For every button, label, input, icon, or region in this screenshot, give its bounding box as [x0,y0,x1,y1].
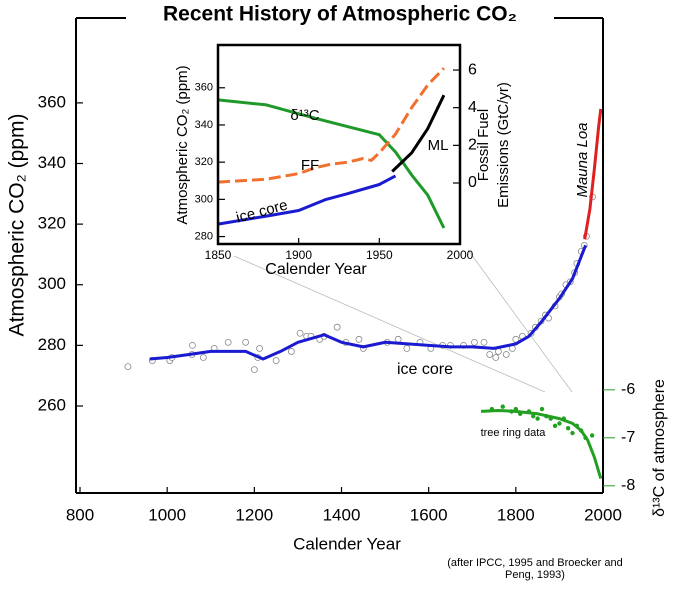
data-point [492,354,500,361]
series-line [391,94,446,173]
series-label: Mauna Loa [574,122,591,197]
y2-tick-label: 2 [468,137,477,154]
data-point [287,348,295,355]
x-tick-label: 2000 [447,248,474,262]
y-tick-label: 260 [38,395,66,414]
x-tick-label: 1000 [148,505,186,524]
y2-axis-label: Fossil Fuel [475,109,492,182]
series-line [217,174,397,226]
series-line [480,409,603,480]
data-point [589,433,595,438]
data-point [539,406,545,412]
data-point [272,357,280,364]
data-point [224,338,232,346]
series-line [583,108,603,240]
y-tick-label: 300 [195,193,213,205]
y-axis-label: Atmospheric CO₂ (ppm) [174,65,191,224]
data-point [557,421,562,426]
x-tick-label: 1800 [497,505,535,524]
source-note: Peng, 1993) [505,569,565,581]
y-tick-label: 360 [195,82,213,94]
series-label: δ¹³C [290,107,319,124]
y-tick-label: 340 [195,119,213,131]
title-background [126,2,554,32]
data-point [486,351,494,358]
y2-axis-label: Emissions (GtC/yr) [495,82,512,208]
series-label: ML [428,137,449,154]
y-tick-label: 280 [38,335,66,354]
x-axis-label: Calender Year [293,534,401,553]
y-tick-label: 320 [195,156,213,168]
data-point [502,351,510,358]
data-point [250,366,258,374]
zoom-line [467,249,573,393]
y-axis-label: Atmospheric CO₂ (ppm) [6,114,29,337]
series-label: FF [301,157,319,174]
data-point [480,338,488,346]
data-point [500,404,505,409]
data-point [570,430,575,436]
x-tick-label: 1600 [410,505,448,524]
source-note: (after IPCC, 1995 and Broecker and [447,557,622,569]
y2-tick-label: 0 [468,174,477,191]
data-point [394,335,402,343]
chart-title: Recent History of Atmospheric CO₂ [163,3,517,26]
y-tick-label: 320 [38,214,66,233]
x-tick-label: 1950 [366,248,393,262]
data-point [242,338,250,346]
x-tick-label: 1400 [323,505,361,524]
x-tick-label: 1900 [285,248,312,262]
data-point [535,416,540,421]
x-tick-label: 800 [66,505,94,524]
data-point [403,345,411,352]
inset-frame [216,43,462,246]
x-tick-label: 1200 [235,505,273,524]
x-tick-label: 2000 [584,505,622,524]
zoom-line [233,255,546,393]
data-point [124,363,132,370]
series-label: tree ring data [481,427,547,439]
x-tick-label: 1850 [205,248,232,262]
inset-background [218,45,460,244]
y-tick-label: 360 [38,92,66,111]
series-line [149,244,587,361]
y2-tick-label: 4 [468,99,477,116]
data-point [199,354,207,361]
y2-tick-label: 6 [468,61,477,78]
data-point [296,329,304,337]
y-tick-label: 340 [38,153,66,172]
data-point [256,345,263,352]
data-point [471,338,478,346]
data-point [565,426,571,431]
data-point [189,341,196,349]
y-tick-label: 280 [195,230,213,242]
y-tick-label: 300 [38,274,66,293]
data-point [333,323,341,331]
series-label: ice core [397,361,453,378]
y2-tick-label: -7 [621,429,635,446]
y2-tick-label: -8 [621,477,635,494]
y2-axis-label: δ¹³C of atmosphere [651,379,668,517]
data-point [531,414,536,419]
y2-tick-label: -6 [621,381,635,398]
series-line [217,67,445,184]
data-point [355,335,363,343]
x-axis-label: Calender Year [265,261,367,278]
data-point [552,423,558,429]
